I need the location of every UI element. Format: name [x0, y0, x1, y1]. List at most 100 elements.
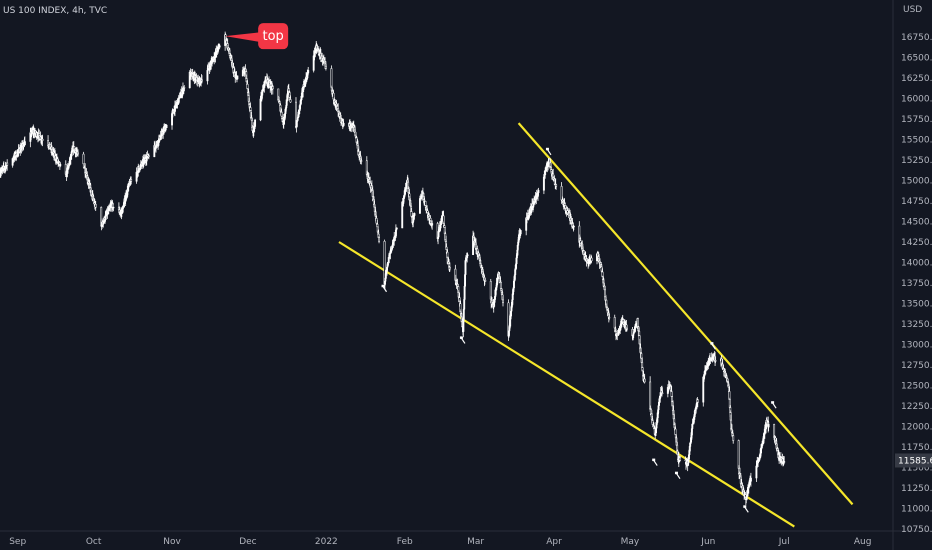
candle-body — [572, 225, 575, 228]
x-tick-label: May — [621, 537, 640, 547]
candle-body — [395, 227, 398, 230]
y-tick-label: 11000.00 — [901, 505, 932, 515]
candle-body — [112, 206, 115, 209]
candle-body — [289, 99, 292, 103]
price-axis[interactable]: 10750.00 11000.00 11250.00 11500.00 11750.00… — [901, 33, 932, 535]
candle-body — [307, 70, 310, 74]
candle-body — [236, 75, 239, 80]
trendline[interactable] — [517, 122, 854, 506]
candle-body — [59, 164, 62, 167]
y-tick-label: 16250.00 — [901, 74, 932, 84]
y-tick-label: 12000.00 — [901, 423, 932, 433]
top-callout-label: top — [262, 29, 283, 44]
candle-body — [378, 237, 380, 242]
pivot-flag-icon — [545, 147, 552, 156]
candle-body — [670, 391, 673, 397]
y-tick-label: 11250.00 — [901, 484, 932, 494]
candle-body — [555, 184, 558, 187]
candle-body — [463, 299, 466, 310]
x-tick-label: Sep — [9, 537, 26, 547]
y-tick-label: 14250.00 — [901, 238, 932, 248]
candle-body — [767, 424, 770, 428]
y-tick-label: 12500.00 — [901, 382, 932, 392]
pivot-flag-icon — [652, 458, 658, 466]
pivot-flag-icon — [743, 505, 749, 513]
y-tick-label: 13250.00 — [901, 320, 932, 330]
candle-body — [448, 267, 451, 270]
candle-body — [424, 200, 427, 206]
candle-body — [608, 317, 611, 319]
y-tick-label: 14750.00 — [901, 197, 932, 207]
trendline[interactable] — [338, 241, 795, 528]
candle-body — [342, 122, 345, 126]
candle-body — [783, 461, 786, 463]
candle-body — [82, 153, 85, 165]
candle-body — [6, 162, 9, 166]
candle-body — [714, 360, 717, 362]
candle-body — [519, 230, 522, 235]
candle-body — [183, 87, 186, 89]
pivot-flag-icon — [710, 342, 716, 350]
x-tick-label: 2022 — [315, 537, 338, 547]
price-candles — [0, 31, 786, 506]
y-tick-label: 16000.00 — [901, 95, 932, 105]
y-tick-label: 14500.00 — [901, 218, 932, 228]
x-tick-label: Jun — [700, 537, 715, 547]
top-callout[interactable]: top — [225, 23, 289, 50]
candle-body — [509, 318, 512, 327]
y-tick-label: 11750.00 — [901, 443, 932, 453]
candle-body — [696, 399, 699, 403]
candle-body — [418, 198, 421, 214]
y-tick-label: 13500.00 — [901, 300, 932, 310]
candle-body — [626, 327, 628, 330]
candle-body — [394, 235, 397, 239]
pivot-flag-icon — [674, 471, 681, 480]
candle-body — [147, 155, 150, 158]
candle-body — [218, 45, 221, 48]
candle-body — [254, 119, 257, 127]
annotations: top — [225, 23, 289, 50]
candle-body — [431, 223, 434, 226]
symbol-title: US 100 INDEX, 4h, TVC — [3, 6, 107, 16]
time-axis[interactable]: Sep Oct Nov Dec 2022 Feb Mar Apr May Jun Jul Aug — [9, 537, 871, 547]
candle-body — [638, 331, 641, 336]
candle-body — [285, 105, 288, 108]
candle-body — [443, 225, 446, 228]
candle-body — [484, 280, 487, 282]
candle-body — [579, 240, 582, 244]
candle-body — [755, 466, 758, 479]
last-price-label: 11585.69 — [898, 456, 932, 466]
x-tick-label: Oct — [86, 537, 102, 547]
x-tick-label: Dec — [239, 537, 256, 547]
candle-body — [737, 440, 740, 469]
y-tick-label: 15000.00 — [901, 177, 932, 187]
y-tick-label: 14000.00 — [901, 259, 932, 269]
candle-body — [94, 204, 97, 208]
candle-body — [499, 282, 502, 289]
y-tick-label: 13000.00 — [901, 341, 932, 351]
candle-body — [324, 65, 327, 69]
pivot-flag-icon — [381, 284, 388, 293]
candle-body — [360, 160, 363, 162]
candle-body — [271, 86, 274, 90]
currency-label: USD — [903, 5, 922, 15]
candle-body — [201, 79, 203, 82]
candle-body — [679, 457, 682, 461]
candle-body — [613, 317, 616, 329]
candle-body — [330, 68, 333, 88]
candle-body — [657, 405, 660, 410]
x-tick-label: Apr — [546, 537, 562, 547]
x-tick-label: Nov — [163, 537, 181, 547]
x-tick-label: Jul — [778, 537, 790, 547]
candle-body — [641, 362, 644, 368]
candle-body — [165, 124, 168, 129]
candle-body — [649, 381, 652, 410]
y-tick-label: 15250.00 — [901, 156, 932, 166]
candle-body — [376, 224, 379, 228]
y-tick-label: 12750.00 — [901, 361, 932, 371]
y-tick-label: 13750.00 — [901, 279, 932, 289]
y-tick-label: 16750.00 — [901, 33, 932, 43]
y-tick-label: 10750.00 — [901, 525, 932, 535]
candle-body — [537, 190, 540, 193]
